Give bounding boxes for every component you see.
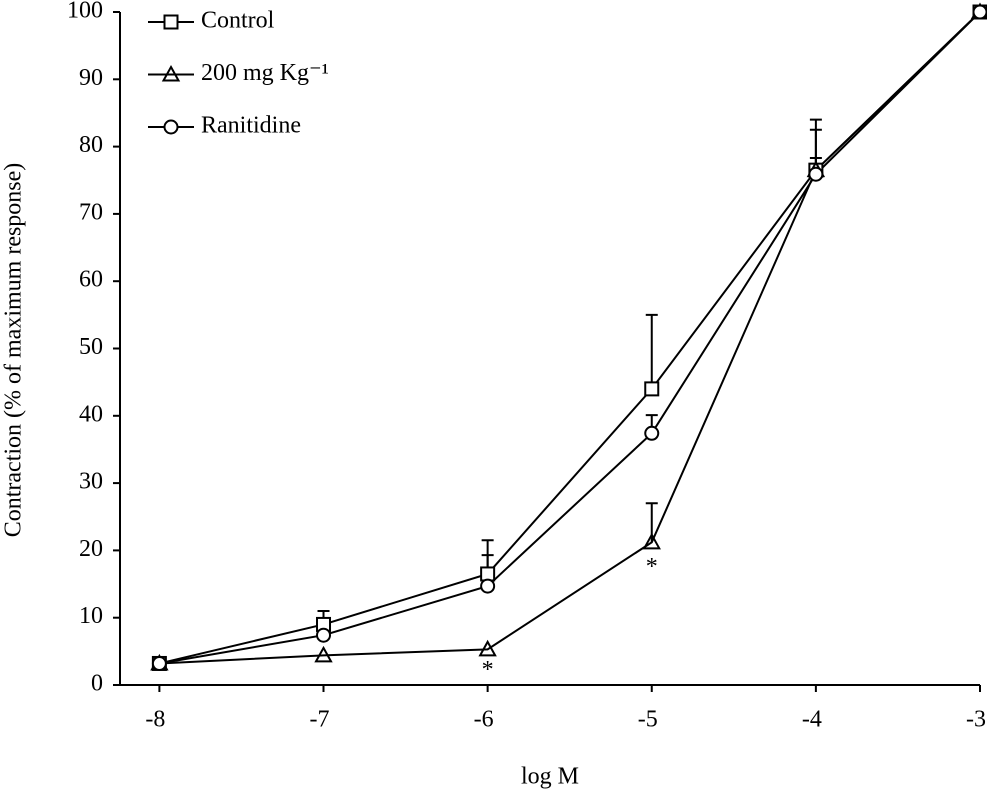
legend-label: Ranitidine [201, 113, 301, 139]
marker [151, 655, 167, 671]
x-tick-label: -4 [802, 707, 822, 733]
x-axis-title: log M [521, 764, 579, 790]
marker [808, 166, 824, 182]
y-tick-label: 30 [79, 469, 103, 495]
y-tick-label: 50 [79, 334, 103, 360]
x-tick-label: -5 [638, 707, 658, 733]
marker [480, 566, 496, 582]
legend-label: 200 mg Kg⁻¹ [201, 60, 329, 86]
y-tick-label: 40 [79, 401, 103, 427]
legend-marker [163, 119, 179, 135]
marker [642, 532, 661, 550]
y-axis-title: Contraction (% of maximum response) [1, 163, 27, 538]
marker [480, 578, 496, 594]
y-tick-label: 0 [91, 671, 103, 697]
x-tick-label: -3 [966, 707, 986, 733]
marker [316, 627, 332, 643]
legend-marker [163, 14, 179, 30]
y-tick-label: 90 [79, 65, 103, 91]
annotation: * [482, 657, 494, 683]
x-tick-label: -6 [474, 707, 494, 733]
marker [644, 381, 660, 397]
y-tick-label: 80 [79, 132, 103, 158]
error-bar [645, 313, 658, 389]
annotation: * [646, 554, 658, 580]
y-tick-label: 100 [67, 0, 103, 24]
legend-marker [161, 64, 181, 82]
y-tick-label: 10 [79, 603, 103, 629]
legend-label: Control [201, 8, 275, 34]
series-line [159, 11, 981, 665]
marker [644, 425, 660, 441]
y-tick-label: 70 [79, 199, 103, 225]
y-tick-label: 20 [79, 536, 103, 562]
marker [478, 639, 497, 657]
series-line [159, 11, 981, 665]
marker [314, 645, 333, 663]
marker [972, 4, 987, 20]
series-line [159, 11, 981, 665]
x-tick-label: -7 [310, 707, 330, 733]
y-tick-label: 60 [79, 267, 103, 293]
x-tick-label: -8 [145, 707, 165, 733]
